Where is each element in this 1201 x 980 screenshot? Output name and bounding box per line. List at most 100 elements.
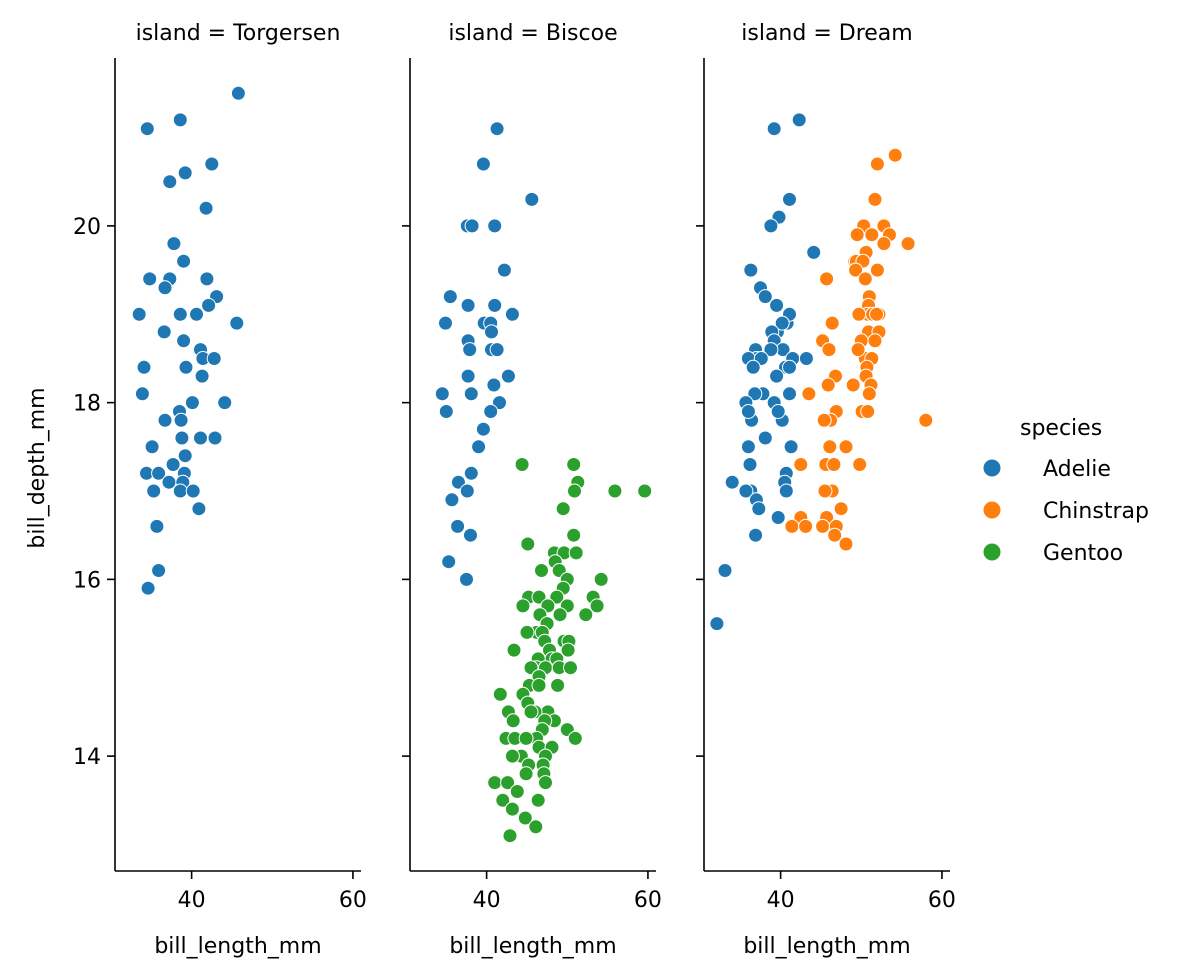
- point-adelie: [157, 280, 173, 296]
- point-chinstrap: [824, 315, 840, 331]
- point-adelie: [757, 430, 773, 446]
- point-adelie: [166, 236, 182, 252]
- point-gentoo: [534, 563, 549, 578]
- point-adelie: [162, 174, 178, 190]
- point-gentoo: [495, 792, 511, 808]
- point-adelie: [174, 430, 190, 446]
- point-chinstrap: [821, 342, 837, 358]
- point-adelie: [782, 386, 797, 402]
- point-gentoo: [555, 501, 571, 517]
- point-gentoo: [519, 624, 535, 640]
- point-adelie: [774, 315, 790, 331]
- point-adelie: [738, 483, 754, 499]
- point-adelie: [745, 359, 761, 375]
- y-axis-label: bill_depth_mm: [25, 387, 50, 548]
- point-chinstrap: [861, 386, 877, 402]
- point-adelie: [184, 395, 200, 411]
- point-gentoo: [502, 828, 518, 844]
- point-adelie: [204, 156, 220, 172]
- point-chinstrap: [850, 342, 866, 358]
- point-adelie: [199, 271, 215, 287]
- point-chinstrap: [860, 404, 876, 419]
- point-adelie: [464, 218, 480, 234]
- point-gentoo: [568, 545, 584, 561]
- point-adelie: [156, 324, 172, 340]
- point-adelie: [198, 200, 214, 216]
- point-gentoo: [538, 775, 553, 791]
- point-chinstrap: [845, 377, 861, 393]
- legend: species Adelie Chinstrap Gentoo: [982, 416, 1149, 566]
- panel-title: island = Dream: [741, 21, 912, 46]
- point-chinstrap: [849, 227, 865, 243]
- point-adelie: [489, 121, 505, 137]
- point-adelie: [438, 404, 454, 419]
- point-gentoo: [552, 607, 568, 623]
- point-adelie: [487, 218, 503, 234]
- point-adelie: [763, 342, 779, 358]
- point-adelie: [766, 121, 782, 137]
- point-adelie: [177, 165, 193, 181]
- point-adelie: [189, 306, 204, 322]
- point-gentoo: [531, 589, 547, 605]
- point-adelie: [178, 359, 194, 375]
- panel-torgersen: island = Torgersen 14 16 18 20 40 60 bill_lengt…: [73, 21, 367, 959]
- point-gentoo: [530, 792, 546, 808]
- point-adelie: [185, 483, 201, 499]
- point-chinstrap: [918, 412, 934, 428]
- point-chinstrap: [867, 191, 883, 207]
- point-adelie: [484, 324, 499, 340]
- point-adelie: [763, 218, 779, 234]
- point-adelie: [740, 439, 756, 455]
- point-chinstrap: [819, 271, 835, 287]
- point-adelie: [207, 430, 223, 446]
- point-adelie: [149, 518, 165, 534]
- x-axis-label: bill_length_mm: [449, 934, 616, 959]
- point-adelie: [194, 368, 210, 384]
- point-adelie: [769, 297, 785, 313]
- point-adelie: [441, 554, 457, 570]
- point-adelie: [500, 368, 516, 384]
- point-adelie: [460, 368, 476, 384]
- point-adelie: [475, 156, 491, 172]
- point-adelie: [471, 439, 487, 455]
- point-chinstrap: [820, 377, 836, 393]
- point-gentoo: [515, 598, 531, 614]
- point-chinstrap: [857, 271, 873, 287]
- point-gentoo: [637, 483, 653, 499]
- point-adelie: [165, 457, 181, 472]
- point-adelie: [134, 386, 150, 402]
- point-gentoo: [520, 536, 536, 552]
- point-gentoo: [578, 607, 594, 623]
- point-adelie: [450, 474, 466, 490]
- point-adelie: [229, 315, 245, 331]
- point-adelie: [444, 492, 460, 508]
- point-adelie: [462, 342, 478, 358]
- point-chinstrap: [864, 227, 880, 243]
- point-adelie: [778, 483, 794, 499]
- point-gentoo: [518, 730, 534, 746]
- point-adelie: [142, 271, 158, 287]
- point-adelie: [783, 439, 799, 455]
- point-adelie: [176, 333, 192, 349]
- point-adelie: [769, 368, 785, 384]
- point-chinstrap: [798, 518, 814, 534]
- legend-marker-chinstrap: [982, 500, 1002, 520]
- point-chinstrap: [838, 536, 854, 552]
- point-gentoo: [550, 677, 566, 693]
- point-gentoo: [518, 766, 534, 782]
- point-adelie: [782, 359, 797, 375]
- point-gentoo: [593, 571, 609, 587]
- point-adelie: [798, 351, 814, 366]
- point-chinstrap: [851, 306, 867, 322]
- point-gentoo: [492, 686, 508, 702]
- y-tick-label: 16: [73, 568, 101, 593]
- point-gentoo: [560, 642, 576, 658]
- point-adelie: [524, 191, 540, 207]
- point-adelie: [450, 518, 466, 534]
- point-adelie: [487, 297, 503, 313]
- point-adelie: [489, 342, 505, 358]
- point-gentoo: [506, 642, 522, 658]
- point-adelie: [144, 439, 160, 455]
- legend-marker-adelie: [982, 458, 1002, 478]
